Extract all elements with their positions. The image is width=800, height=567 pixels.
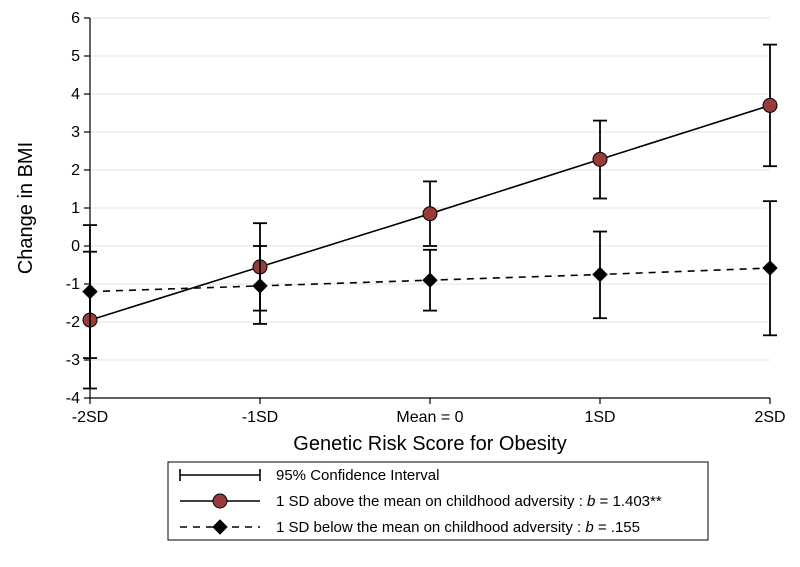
y-tick-label: 6: [71, 10, 80, 27]
y-tick-label: -2: [66, 314, 80, 331]
y-tick-label: 4: [71, 86, 80, 103]
y-tick-label: -3: [66, 352, 80, 369]
x-tick-label: 2SD: [754, 409, 785, 426]
y-tick-label: 0: [71, 238, 80, 255]
x-axis-label: Genetic Risk Score for Obesity: [293, 433, 566, 455]
y-tick-label: 5: [71, 48, 80, 65]
y-axis-label: Change in BMI: [15, 142, 37, 274]
legend-label-ci: 95% Confidence Interval: [276, 467, 439, 484]
legend-label-below: 1 SD below the mean on childhood adversi…: [276, 519, 640, 536]
legend-label-above: 1 SD above the mean on childhood adversi…: [276, 493, 662, 510]
x-tick-label: 1SD: [584, 409, 615, 426]
x-tick-label: -1SD: [242, 409, 278, 426]
y-tick-label: -4: [66, 390, 80, 407]
y-tick-label: 1: [71, 200, 80, 217]
x-tick-label: Mean = 0: [396, 409, 463, 426]
y-tick-label: -1: [66, 276, 80, 293]
y-tick-label: 3: [71, 124, 80, 141]
x-tick-label: -2SD: [72, 409, 108, 426]
interaction-plot: -4 -3 -2 -1 0 1 2 3 4 5 6 -2SD -1SD Mean = 0 1SD 2SD Gen…: [0, 0, 800, 567]
y-tick-label: 2: [71, 162, 80, 179]
